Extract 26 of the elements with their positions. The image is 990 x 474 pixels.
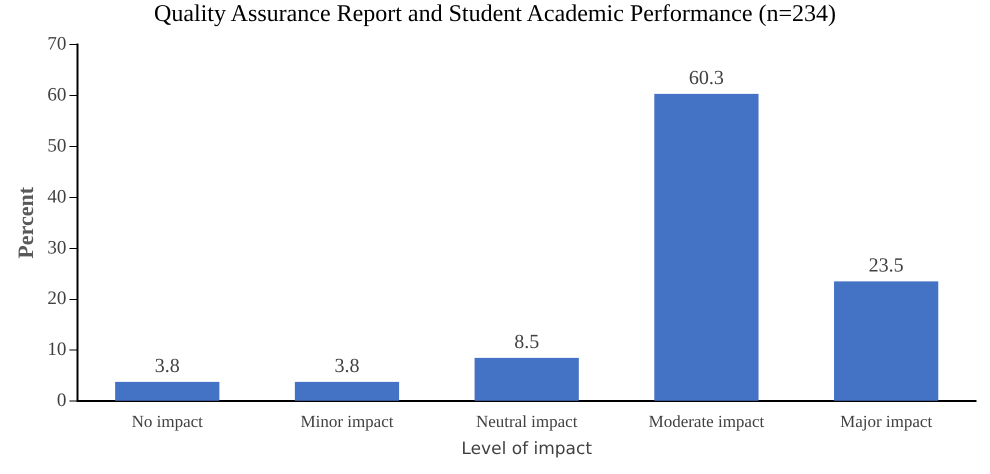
y-axis-title: Percent	[12, 186, 38, 259]
y-tick-label: 20	[47, 288, 66, 310]
bar	[294, 382, 400, 401]
data-label: 8.5	[514, 331, 540, 354]
y-tick-label: 0	[56, 390, 66, 412]
y-tick-label: 50	[47, 135, 66, 156]
x-tick-label: Major impact	[840, 412, 932, 431]
x-tick-label: No impact	[132, 412, 204, 431]
y-tick-label: 10	[47, 339, 66, 360]
bar	[474, 358, 579, 401]
y-tick-label: 40	[47, 186, 66, 208]
x-tick-label: Minor impact	[300, 412, 394, 431]
data-label: 23.5	[868, 254, 904, 277]
bar	[115, 382, 220, 401]
data-label: 3.8	[334, 355, 360, 378]
y-tick-label: 30	[47, 237, 66, 258]
x-axis-title: Level of impact	[461, 439, 592, 460]
y-tick-label: 60	[47, 84, 66, 106]
x-tick-label: Neutral impact	[476, 412, 578, 431]
data-label: 60.3	[688, 67, 724, 90]
y-tick-label: 70	[47, 33, 66, 54]
chart-title: Quality Assurance Report and Student Academic Performance (n=234)	[152, 0, 837, 29]
bar	[834, 281, 938, 401]
bar	[654, 94, 759, 401]
x-tick-label: Moderate impact	[648, 412, 765, 431]
data-label: 3.8	[154, 355, 180, 378]
